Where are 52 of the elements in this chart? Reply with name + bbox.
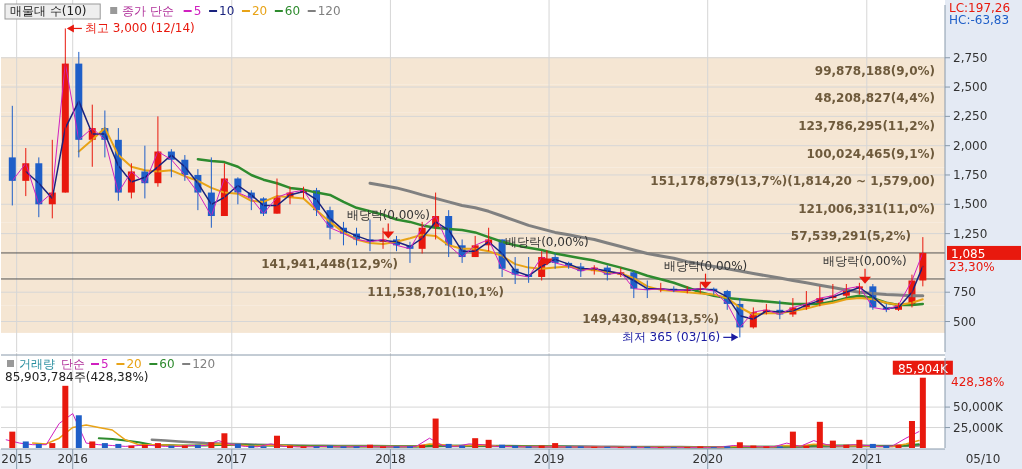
legend-title: 종가 단순: [122, 4, 175, 18]
y-tick-label: 2,500: [953, 80, 988, 95]
y-tick-label: 2,750: [953, 50, 988, 65]
legend-label: 5: [101, 357, 109, 371]
text: HC:-63,83: [949, 13, 1010, 27]
text: 05/10: [965, 452, 1001, 466]
band-label: 149,430,894(13,5%): [582, 312, 719, 327]
x-tick-label: 2018: [375, 452, 406, 466]
y-tick-label: 500: [953, 314, 976, 329]
chart-title: 매물대 수(10): [10, 4, 87, 18]
legend-label: 20: [126, 357, 142, 371]
band-label: 111,538,701(10,1%): [367, 284, 504, 299]
x-tick-label: 2016: [57, 452, 88, 466]
legend-label: 20: [251, 4, 268, 18]
band-label: 141,941,448(12,9%): [261, 256, 398, 271]
band-label: 100,024,465(9,1%): [806, 146, 935, 161]
y-tick-label: 25,000K: [953, 420, 1004, 435]
text: 428,38%: [951, 374, 1005, 389]
y-tick-label: 1,750: [953, 167, 988, 182]
legend-label: 5: [193, 4, 202, 18]
x-tick-label: 2017: [216, 452, 248, 466]
band-label: 99,878,188(9,0%): [814, 63, 935, 78]
legend-label: 10: [219, 4, 235, 18]
band-label: 57,539,291(5,2%): [790, 229, 911, 244]
band-label: 48,208,827(4,4%): [814, 91, 935, 106]
legend-label: 60: [159, 357, 175, 371]
band-label: 151,178,879(13,7%)(1,814,20 ~ 1,579,00): [650, 174, 935, 189]
legend-label: 120: [192, 357, 216, 371]
y-tick-label: 2,000: [953, 138, 988, 153]
series-label: 거래량: [19, 357, 55, 371]
y-tick-label: 1,500: [953, 197, 988, 212]
x-tick-label: 2021: [851, 452, 883, 466]
annotation: 최고 3,000 (12/14): [84, 21, 195, 36]
annotation: 최저 365 (03/16): [621, 330, 721, 345]
band-label: 121,006,331(11,0%): [798, 201, 935, 216]
annotation: 85,903,784주(428,38%): [5, 370, 149, 384]
x-tick-label: 2019: [533, 452, 565, 466]
band-label: 123,786,295(11,2%): [798, 119, 935, 134]
text: LC:197,26: [949, 1, 1011, 15]
x-tick-label: 2020: [692, 452, 723, 466]
x-tick-label: 2015: [1, 452, 32, 466]
text: 23,30%: [949, 259, 995, 274]
ref-line-label: 1,085: [951, 246, 986, 261]
y-tick-label: 750: [953, 285, 976, 300]
legend-label: 60: [284, 4, 301, 18]
y-tick-label: 50,000K: [953, 400, 1004, 415]
legend-title: 단순: [61, 357, 85, 371]
data-label: 85,904K: [897, 361, 949, 376]
y-tick-label: 1,250: [953, 226, 988, 241]
legend-label: 120: [317, 4, 341, 18]
y-tick-label: 2,250: [953, 109, 988, 124]
annotation: 배당락(0,00%): [823, 253, 907, 268]
